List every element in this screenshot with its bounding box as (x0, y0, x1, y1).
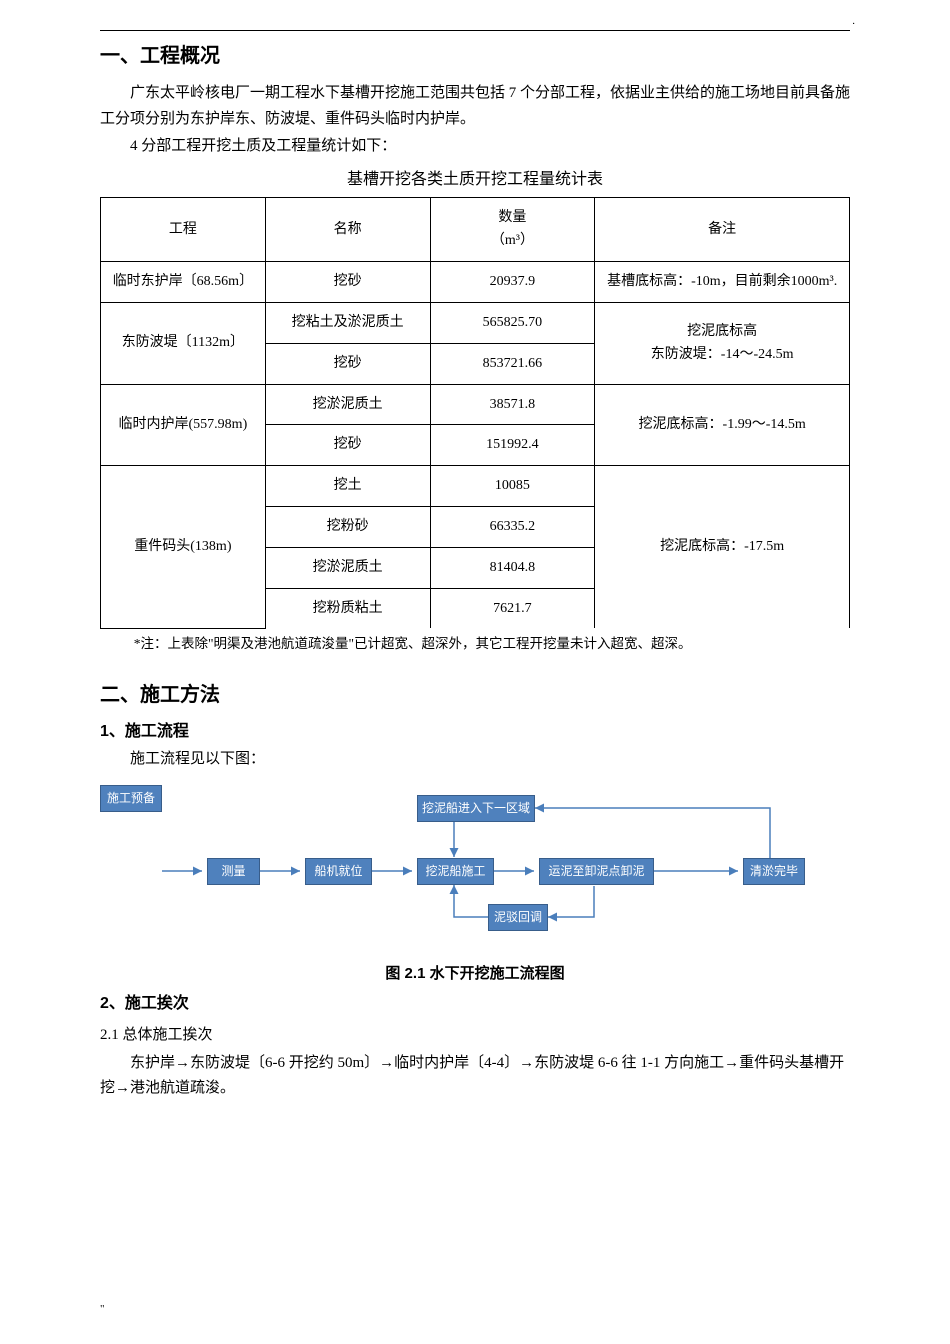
cell: 挖泥底标高 东防波堤：-14～-24.5m (595, 303, 850, 385)
heading-1: 一、工程概况 (100, 39, 850, 73)
cell: 20937.9 (430, 262, 595, 303)
table-row: 重件码头(138m) 挖土 10085 挖泥底标高：-17.5m (101, 466, 850, 507)
cell: 挖泥底标高：-1.99～-14.5m (595, 384, 850, 466)
cell: 81404.8 (430, 547, 595, 588)
table-header-row: 工程 名称 数量 （m³） 备注 (101, 197, 850, 262)
cell: 挖粉砂 (265, 507, 430, 548)
col-project: 工程 (101, 197, 266, 262)
heading-3-flow: 1、施工流程 (100, 718, 850, 745)
flow-box-position: 船机就位 (305, 858, 372, 885)
bottom-mark: " (100, 1300, 105, 1319)
cell: 挖砂 (265, 262, 430, 303)
flow-box-complete: 清淤完毕 (743, 858, 805, 885)
cell: 挖淤泥质土 (265, 547, 430, 588)
excavation-table: 工程 名称 数量 （m³） 备注 临时东护岸〔68.56m〕 挖砂 20937.… (100, 197, 850, 629)
col-qty: 数量 （m³） (430, 197, 595, 262)
cell: 66335.2 (430, 507, 595, 548)
cell: 临时东护岸〔68.56m〕 (101, 262, 266, 303)
table-row: 东防波堤〔1132m〕 挖粘土及淤泥质土 565825.70 挖泥底标高 东防波… (101, 303, 850, 344)
flow-intro: 施工流程见以下图： (100, 747, 850, 773)
flowchart-caption: 图 2.1 水下开挖施工流程图 (100, 961, 850, 987)
cell: 重件码头(138m) (101, 466, 266, 629)
flow-box-prep: 施工预备 (100, 785, 162, 812)
flowchart: 施工预备 测量 船机就位 挖泥船施工 运泥至卸泥点卸泥 清淤完毕 挖泥船进入下一… (100, 785, 860, 955)
cell: 565825.70 (430, 303, 595, 344)
subheading-seq: 2.1 总体施工挨次 (100, 1023, 850, 1049)
seq-para: 东护岸→东防波堤〔6-6 开挖约 50m〕→临时内护岸〔4-4〕→东防波堤 6-… (100, 1051, 850, 1102)
intro-para-1: 广东太平岭核电厂一期工程水下基槽开挖施工范围共包括 7 个分部工程，依据业主供给… (100, 81, 850, 132)
cell: 38571.8 (430, 384, 595, 425)
col-remark: 备注 (595, 197, 850, 262)
table-title: 基槽开挖各类土质开挖工程量统计表 (100, 166, 850, 193)
cell: 挖泥底标高：-17.5m (595, 466, 850, 629)
top-mark: . (852, 12, 855, 31)
flow-box-dredge: 挖泥船施工 (417, 858, 494, 885)
table-note: *注：上表除"明渠及港池航道疏浚量"已计超宽、超深外，其它工程开挖量未计入超宽、… (100, 633, 850, 656)
heading-2: 二、施工方法 (100, 678, 850, 712)
flow-box-next-area: 挖泥船进入下一区域 (417, 795, 535, 822)
cell: 挖粘土及淤泥质土 (265, 303, 430, 344)
cell: 东防波堤〔1132m〕 (101, 303, 266, 385)
cell: 挖砂 (265, 425, 430, 466)
cell: 10085 (430, 466, 595, 507)
intro-para-2: 4 分部工程开挖土质及工程量统计如下： (100, 134, 850, 160)
cell: 853721.66 (430, 343, 595, 384)
col-name: 名称 (265, 197, 430, 262)
top-rule (100, 30, 850, 31)
flow-box-barge-return: 泥驳回调 (488, 904, 548, 931)
cell: 挖粉质粘土 (265, 588, 430, 628)
cell: 临时内护岸(557.98m) (101, 384, 266, 466)
heading-3-seq: 2、施工挨次 (100, 990, 850, 1017)
cell: 挖淤泥质土 (265, 384, 430, 425)
table-row: 临时东护岸〔68.56m〕 挖砂 20937.9 基槽底标高：-10m，目前剩余… (101, 262, 850, 303)
cell: 151992.4 (430, 425, 595, 466)
table-row: 临时内护岸(557.98m) 挖淤泥质土 38571.8 挖泥底标高：-1.99… (101, 384, 850, 425)
cell: 7621.7 (430, 588, 595, 628)
flow-box-transport: 运泥至卸泥点卸泥 (539, 858, 654, 885)
flow-box-survey: 测量 (207, 858, 260, 885)
cell: 基槽底标高：-10m，目前剩余1000m³. (595, 262, 850, 303)
cell: 挖砂 (265, 343, 430, 384)
cell: 挖土 (265, 466, 430, 507)
